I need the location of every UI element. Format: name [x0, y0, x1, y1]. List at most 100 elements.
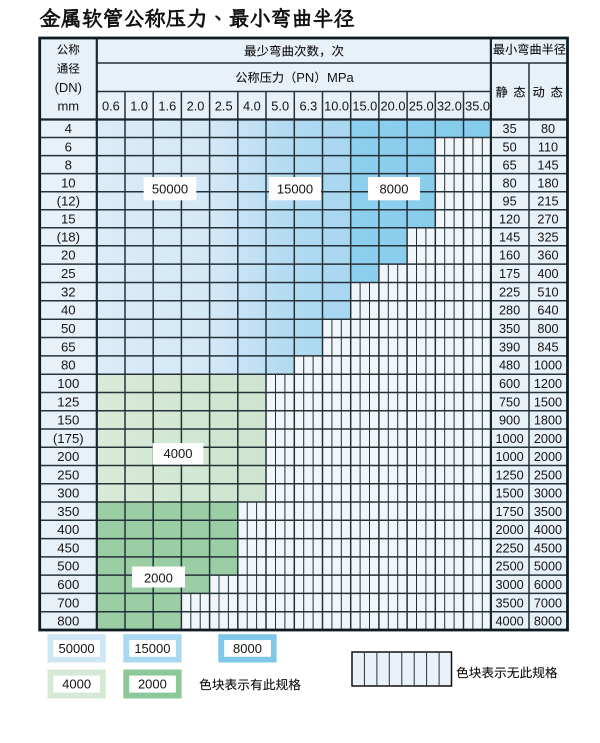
svg-text:50: 50: [503, 140, 517, 154]
svg-text:(DN): (DN): [55, 80, 82, 95]
svg-text:600: 600: [499, 377, 520, 391]
svg-text:3500: 3500: [495, 596, 523, 610]
svg-text:5000: 5000: [534, 560, 562, 574]
svg-text:1750: 1750: [495, 505, 523, 519]
svg-text:845: 845: [537, 340, 558, 354]
svg-text:640: 640: [537, 304, 558, 318]
svg-text:360: 360: [537, 249, 558, 263]
svg-text:PN: PN: [296, 70, 314, 85]
svg-text:1500: 1500: [534, 395, 562, 409]
svg-text:1.0: 1.0: [130, 98, 148, 113]
svg-text:7000: 7000: [534, 596, 562, 610]
svg-text:20: 20: [61, 248, 76, 263]
svg-text:2500: 2500: [495, 560, 523, 574]
svg-text:800: 800: [537, 322, 558, 336]
svg-text:175: 175: [499, 267, 520, 281]
svg-text:8000: 8000: [380, 181, 409, 196]
svg-text:120: 120: [499, 212, 520, 226]
svg-text:1000: 1000: [534, 359, 562, 373]
svg-text:65: 65: [61, 339, 76, 354]
svg-text:1500: 1500: [495, 487, 523, 501]
svg-text:500: 500: [57, 559, 79, 574]
svg-text:25.0: 25.0: [409, 98, 434, 113]
svg-text:4000: 4000: [495, 615, 523, 629]
svg-text:250: 250: [57, 467, 79, 482]
svg-text:900: 900: [499, 414, 520, 428]
svg-text:2.0: 2.0: [187, 98, 205, 113]
svg-text:1250: 1250: [495, 468, 523, 482]
svg-text:32: 32: [61, 284, 76, 299]
svg-text:4500: 4500: [534, 541, 562, 555]
svg-text:350: 350: [57, 504, 79, 519]
svg-text:mm: mm: [57, 99, 79, 114]
svg-text:600: 600: [57, 577, 79, 592]
svg-text:390: 390: [499, 340, 520, 354]
svg-text:4000: 4000: [164, 446, 193, 461]
svg-text:700: 700: [57, 595, 79, 610]
svg-text:10.0: 10.0: [324, 98, 349, 113]
svg-text:145: 145: [499, 231, 520, 245]
svg-text:3000: 3000: [534, 487, 562, 501]
svg-text:(18): (18): [57, 230, 80, 245]
svg-text:800: 800: [57, 614, 79, 629]
svg-text:8: 8: [65, 157, 72, 172]
svg-text:80: 80: [503, 176, 517, 190]
svg-text:32.0: 32.0: [437, 98, 462, 113]
svg-text:2250: 2250: [495, 541, 523, 555]
svg-text:8000: 8000: [534, 615, 562, 629]
svg-text:MPa: MPa: [327, 70, 355, 85]
svg-text:510: 510: [537, 285, 558, 299]
svg-text:35: 35: [503, 122, 517, 136]
svg-text:20.0: 20.0: [381, 98, 406, 113]
svg-text:6.3: 6.3: [300, 98, 318, 113]
svg-text:200: 200: [57, 449, 79, 464]
svg-text:4: 4: [65, 121, 72, 136]
svg-text:3000: 3000: [495, 578, 523, 592]
svg-text:1.6: 1.6: [158, 98, 176, 113]
svg-text:150: 150: [57, 413, 79, 428]
svg-text:65: 65: [503, 158, 517, 172]
svg-text:80: 80: [541, 122, 555, 136]
svg-text:1000: 1000: [495, 450, 523, 464]
svg-text:450: 450: [57, 540, 79, 555]
svg-text:2.5: 2.5: [215, 98, 233, 113]
svg-text:110: 110: [538, 140, 558, 154]
svg-text:225: 225: [499, 285, 520, 299]
svg-text:(175): (175): [53, 431, 84, 446]
svg-text:10: 10: [61, 175, 76, 190]
svg-text:480: 480: [499, 359, 520, 373]
svg-text:1800: 1800: [534, 414, 562, 428]
svg-text:3500: 3500: [534, 505, 562, 519]
svg-text:270: 270: [537, 212, 558, 226]
svg-text:350: 350: [499, 322, 520, 336]
svg-text:95: 95: [503, 194, 517, 208]
svg-text:5.0: 5.0: [271, 98, 289, 113]
svg-text:50: 50: [61, 321, 76, 336]
svg-text:15000: 15000: [134, 641, 170, 656]
svg-text:280: 280: [499, 304, 520, 318]
svg-text:1000: 1000: [495, 432, 523, 446]
svg-text:40: 40: [61, 303, 76, 318]
svg-text:50000: 50000: [152, 181, 188, 196]
svg-text:(12): (12): [57, 193, 80, 208]
svg-text:25: 25: [61, 266, 76, 281]
svg-text:125: 125: [57, 394, 79, 409]
svg-text:400: 400: [57, 522, 79, 537]
svg-text:2000: 2000: [534, 432, 562, 446]
svg-text:2000: 2000: [138, 677, 167, 692]
svg-text:4000: 4000: [62, 677, 91, 692]
svg-text:80: 80: [61, 358, 76, 373]
svg-text:15.0: 15.0: [352, 98, 377, 113]
svg-text:750: 750: [499, 395, 520, 409]
svg-text:145: 145: [537, 158, 558, 172]
svg-text:180: 180: [537, 176, 558, 190]
svg-text:300: 300: [57, 486, 79, 501]
svg-text:6: 6: [65, 139, 72, 154]
svg-text:35.0: 35.0: [465, 98, 490, 113]
svg-text:4000: 4000: [534, 523, 562, 537]
svg-text:1200: 1200: [534, 377, 562, 391]
svg-text:400: 400: [537, 267, 558, 281]
svg-text:160: 160: [499, 249, 520, 263]
svg-text:6000: 6000: [534, 578, 562, 592]
svg-text:2000: 2000: [534, 450, 562, 464]
